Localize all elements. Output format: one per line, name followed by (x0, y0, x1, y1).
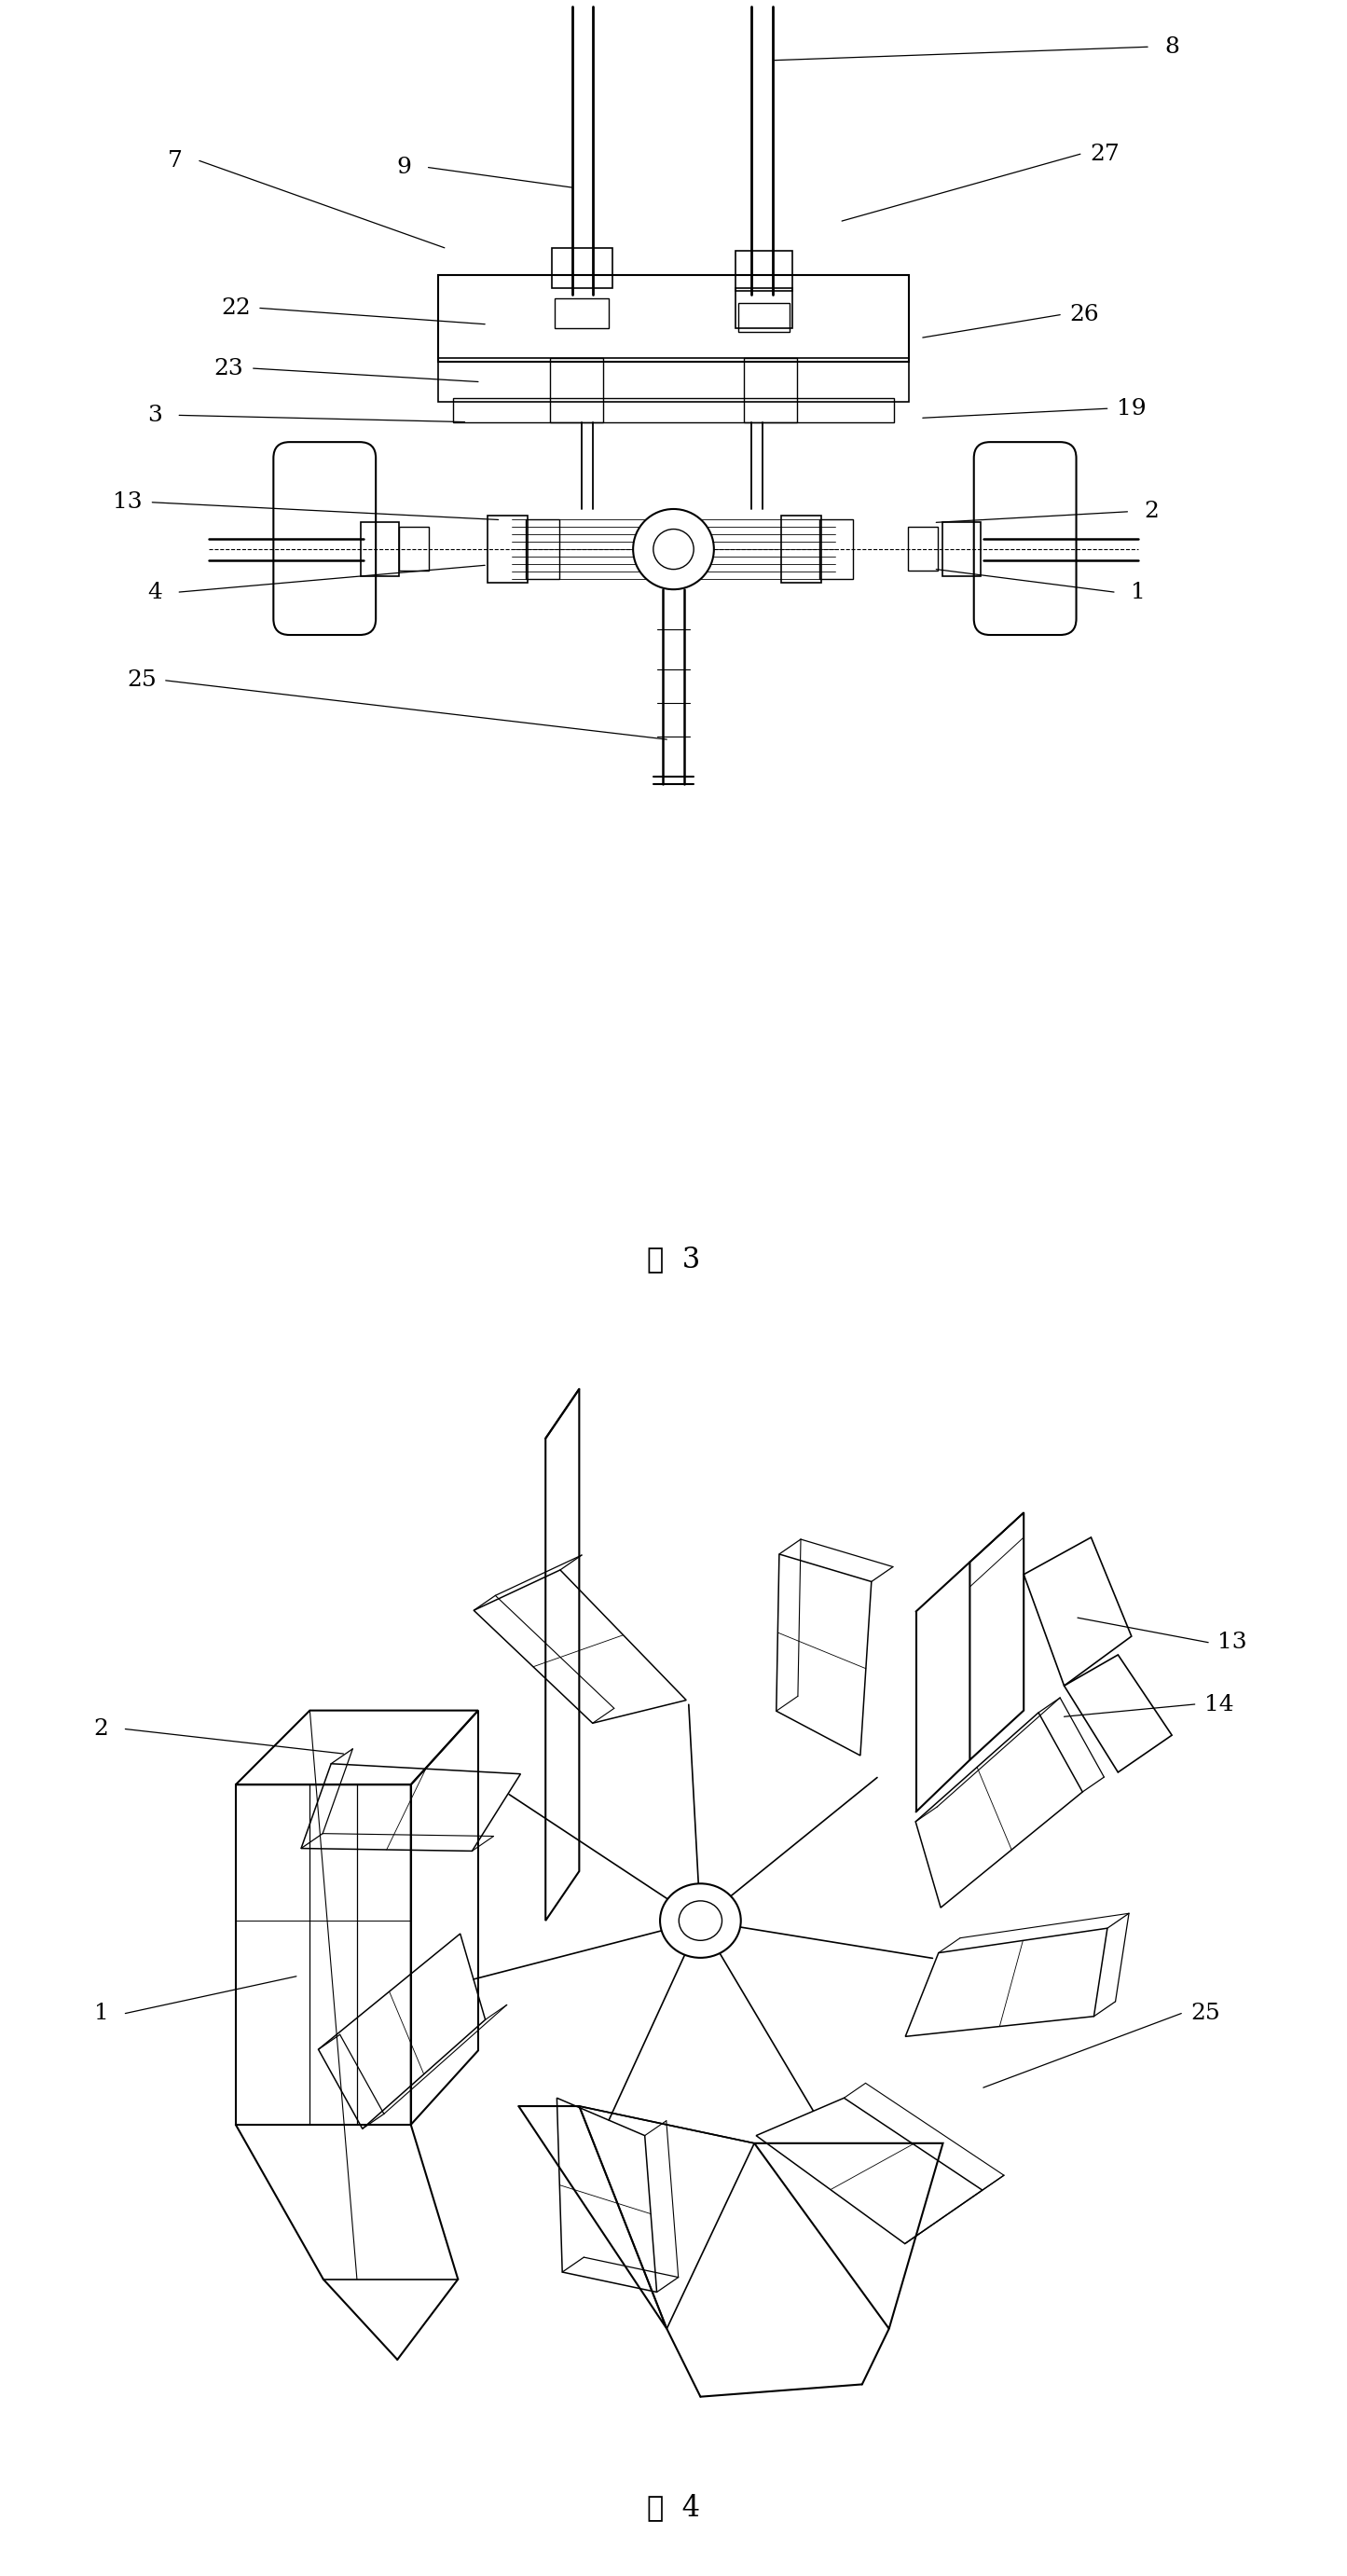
Text: 3: 3 (148, 404, 162, 425)
Circle shape (679, 1901, 722, 1940)
Circle shape (653, 528, 694, 569)
Bar (488, 515, 528, 582)
Bar (438, 358, 909, 402)
Bar (819, 520, 853, 580)
Bar (735, 250, 792, 291)
Bar (399, 526, 428, 572)
Text: 2: 2 (94, 1718, 108, 1739)
Bar (525, 520, 559, 580)
Bar (908, 526, 938, 572)
Bar (781, 515, 822, 582)
Bar (943, 523, 981, 577)
Text: 25: 25 (1191, 2002, 1220, 2025)
Text: 8: 8 (1165, 36, 1179, 57)
Circle shape (633, 510, 714, 590)
Bar (555, 299, 609, 327)
Text: 13: 13 (113, 492, 143, 513)
Bar (438, 276, 909, 361)
Text: 13: 13 (1218, 1631, 1247, 1654)
Bar (550, 358, 603, 422)
Text: 27: 27 (1090, 144, 1119, 165)
Text: 图  3: 图 3 (647, 1244, 700, 1273)
Text: 9: 9 (397, 157, 411, 178)
Text: 25: 25 (127, 670, 156, 690)
Text: 23: 23 (214, 358, 244, 379)
Text: 2: 2 (1145, 500, 1158, 523)
Bar (453, 397, 894, 422)
Bar (738, 304, 789, 332)
Text: 19: 19 (1117, 397, 1146, 420)
Circle shape (660, 1883, 741, 1958)
Text: 1: 1 (1131, 582, 1145, 603)
Bar (361, 523, 399, 577)
Bar (744, 358, 797, 422)
Text: 22: 22 (221, 296, 251, 319)
FancyBboxPatch shape (974, 443, 1076, 634)
Text: 7: 7 (168, 149, 182, 173)
Bar (735, 289, 792, 327)
Text: 26: 26 (1070, 304, 1099, 325)
Text: 图  4: 图 4 (647, 2494, 700, 2522)
Bar (552, 247, 613, 289)
FancyBboxPatch shape (273, 443, 376, 634)
Text: 14: 14 (1204, 1692, 1234, 1716)
Text: 4: 4 (148, 582, 162, 603)
Text: 1: 1 (94, 2002, 108, 2025)
